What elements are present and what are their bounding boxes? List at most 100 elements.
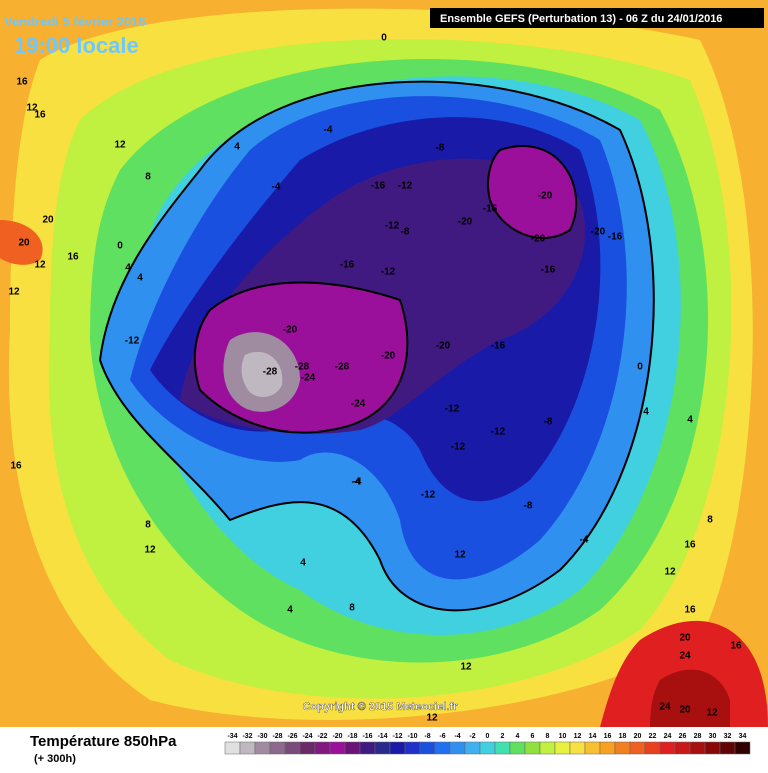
scale-label: -28 [272, 733, 282, 740]
scale-label: 14 [589, 733, 597, 740]
contour-label: -28 [295, 362, 310, 373]
scale-label: 32 [724, 733, 732, 740]
scale-cell [344, 741, 361, 755]
scale-label: 30 [709, 733, 717, 740]
contour-label: -28 [263, 367, 278, 378]
scale-label: 4 [516, 733, 520, 740]
contour-label: 24 [679, 651, 691, 662]
contour-label: -20 [591, 227, 606, 238]
scale-cell [224, 741, 241, 755]
scale-label: -34 [227, 733, 237, 740]
contour-label: -4 [580, 535, 589, 546]
scale-label: 6 [531, 733, 535, 740]
contour-label: -16 [491, 341, 506, 352]
scale-label: 2 [501, 733, 505, 740]
contour-label: 12 [426, 713, 438, 724]
contour-label: -8 [524, 501, 533, 512]
scale-label: -10 [407, 733, 417, 740]
contour-lines [98, 80, 655, 612]
scale-label: 34 [739, 733, 747, 740]
scale-label: -2 [469, 733, 475, 740]
scale-cell [239, 741, 256, 755]
contour-label: 12 [454, 550, 466, 561]
scale-cell [254, 741, 271, 755]
contour-label: 12 [8, 287, 20, 298]
contour-label: -12 [421, 490, 436, 501]
contour-label: 4 [687, 415, 693, 426]
scale-cell [299, 741, 316, 755]
scale-cell [464, 741, 481, 755]
scale-cell [494, 741, 511, 755]
contour-label: 16 [67, 252, 79, 263]
contour-label: 12 [34, 260, 46, 271]
contour-label: 12 [706, 708, 718, 719]
scale-cell [644, 741, 661, 755]
contour-label: 4 [287, 605, 293, 616]
contour-label: -12 [385, 221, 400, 232]
scale-cell [599, 741, 616, 755]
scale-label: 0 [486, 733, 490, 740]
scale-cell [314, 741, 331, 755]
contour-label: -12 [125, 336, 140, 347]
contour-label: -12 [451, 442, 466, 453]
contour-label: -16 [483, 204, 498, 215]
scale-cell [734, 741, 751, 755]
contour-label: -12 [398, 181, 413, 192]
contour-label: 8 [349, 603, 355, 614]
contour-label: 16 [730, 641, 742, 652]
contour-label: -16 [371, 181, 386, 192]
contour-label: 12 [460, 662, 472, 673]
contour-label: 8 [145, 172, 151, 183]
contour-label: 12 [144, 545, 156, 556]
contour-label: -4 [352, 477, 361, 488]
scale-cell [284, 741, 301, 755]
contour-label: 12 [114, 140, 126, 151]
contour-label: 16 [34, 110, 46, 121]
scale-cell [584, 741, 601, 755]
scale-cell [479, 741, 496, 755]
contour-label: 20 [679, 705, 691, 716]
contour-label: 20 [18, 238, 30, 249]
scale-cell [524, 741, 541, 755]
contour-label: -8 [544, 417, 553, 428]
contour-label: -12 [445, 404, 460, 415]
scale-cell [269, 741, 286, 755]
contour-label: -4 [324, 125, 333, 136]
scale-label: 28 [694, 733, 702, 740]
scale-label: 24 [664, 733, 672, 740]
contour-label: 0 [117, 241, 123, 252]
scale-cell [434, 741, 451, 755]
contour-label: -20 [283, 325, 298, 336]
contour-label: 4 [234, 142, 240, 153]
model: Ensemble GEFS (Perturbation 13) - 06 Z d… [440, 13, 722, 25]
scale-label: 18 [619, 733, 627, 740]
color-scale: -34 -32 -30 -28 -26 -24 -22 -20 -18 -16 -14 -12 -10-… [224, 733, 751, 755]
contour-label: -12 [381, 267, 396, 278]
contour-label: -16 [541, 265, 556, 276]
contour-label: -8 [401, 227, 410, 238]
scale-label: 10 [559, 733, 567, 740]
contour-label: -16 [608, 232, 623, 243]
contour-label: -16 [340, 260, 355, 271]
scale-cell [659, 741, 676, 755]
contour-label: -20 [381, 351, 396, 362]
model-box [430, 8, 764, 28]
contour-label: 0 [381, 33, 387, 44]
scale-cell [449, 741, 466, 755]
contour-label: 16 [16, 77, 28, 88]
scale-label: -18 [347, 733, 357, 740]
scale-label: -20 [332, 733, 342, 740]
scale-label: 22 [649, 733, 657, 740]
scale-cell [554, 741, 571, 755]
scale-cell [689, 741, 706, 755]
scale-label: 16 [604, 733, 612, 740]
contour-label: 4 [125, 263, 131, 274]
contour-label: -12 [491, 427, 506, 438]
scale-cell [419, 741, 436, 755]
scale-label: 8 [546, 733, 550, 740]
contour-label: 12 [664, 567, 676, 578]
scale-cell [359, 741, 376, 755]
contour-label: 0 [637, 362, 643, 373]
